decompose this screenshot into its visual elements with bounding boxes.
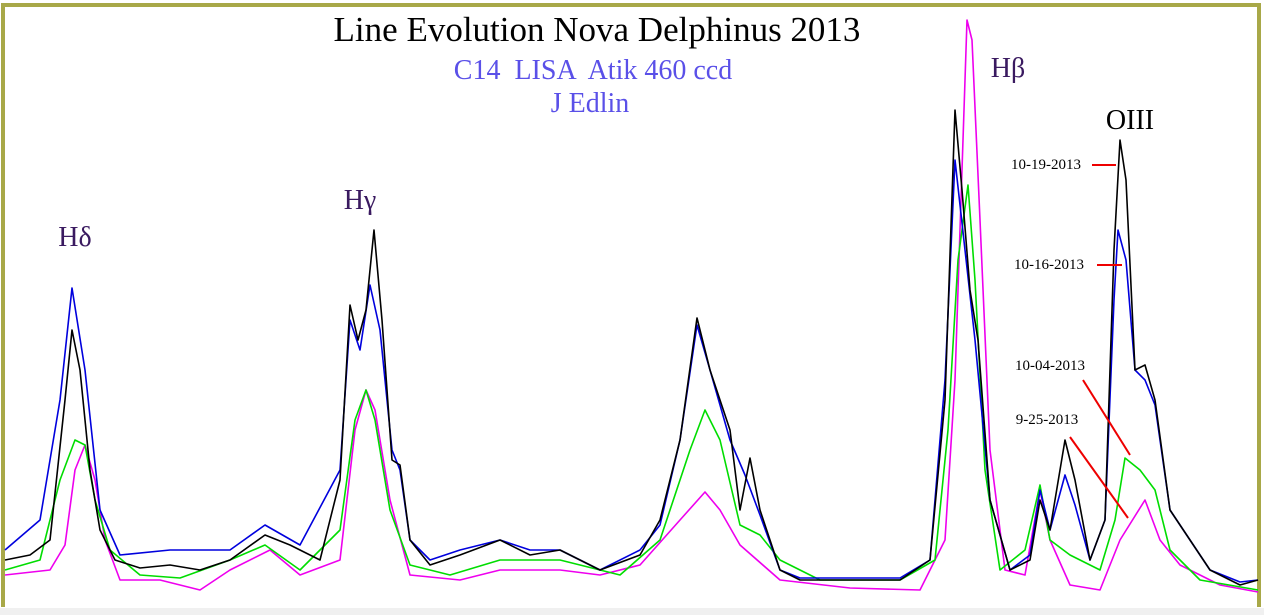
annotation-10-04-2013: 10-04-2013 [1015,358,1085,374]
chart-title: Line Evolution Nova Delphinus 2013 [333,10,861,49]
series-line-10-04-2013 [4,184,1259,591]
chart-frame [1,3,1261,607]
pointer-9-25-2013 [1069,436,1129,519]
series-line-9-25-2013 [4,19,1259,593]
pointer-10-04-2013 [1082,379,1131,456]
chart-subtitle-equipment: C14 LISA Atik 460 ccd [453,55,733,86]
series-line-10-16-2013 [4,159,1259,583]
label-h-gamma: Hγ [343,185,377,216]
series-line-10-19-2013 [4,109,1259,586]
annotation-10-16-2013: 10-16-2013 [1014,257,1084,273]
label-oiii: OIII [1105,105,1155,136]
label-h-beta: Hβ [990,53,1026,84]
annotation-9-25-2013: 9-25-2013 [1015,412,1079,428]
chart-subtitle-author: J Edlin [550,88,630,119]
annotation-10-19-2013: 10-19-2013 [1011,157,1081,173]
label-h-delta: Hδ [58,222,92,253]
bottom-strip [0,608,1264,615]
